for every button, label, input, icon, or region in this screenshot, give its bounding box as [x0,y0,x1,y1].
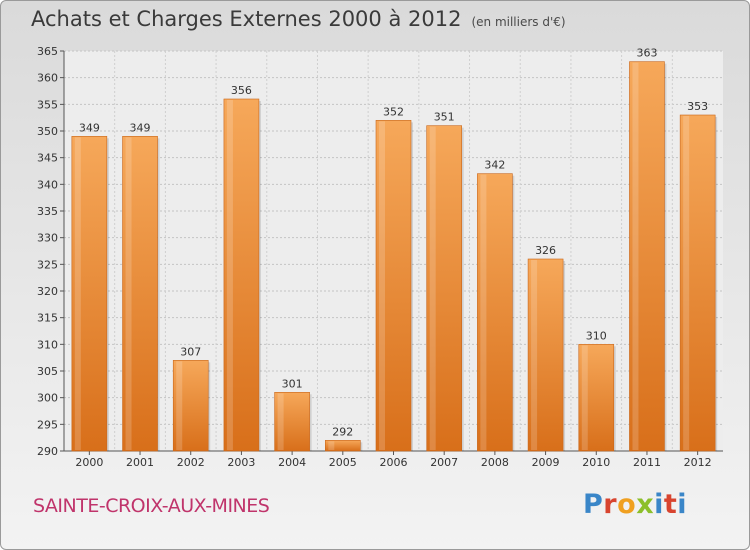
value-label: 326 [535,244,556,257]
value-label: 301 [282,377,303,390]
x-tick-label: 2000 [75,456,103,469]
town-name: SAINTE-CROIX-AUX-MINES [33,495,270,517]
value-label: 353 [687,100,708,113]
y-tick-label: 300 [37,392,58,405]
y-tick-label: 325 [37,258,58,271]
y-tick-label: 360 [37,72,58,85]
chart-title: Achats et Charges Externes 2000 à 2012 (e… [31,7,566,31]
bar [122,136,158,452]
logo-letter: i [654,489,664,520]
bar [71,136,108,452]
y-tick-label: 305 [37,365,58,378]
value-label: 342 [484,159,505,172]
bar [477,173,513,452]
bar-highlight [683,116,690,450]
value-label: 356 [231,84,252,97]
bar-highlight [74,137,81,451]
value-label: 363 [636,47,657,60]
x-tick-label: 2007 [430,456,458,469]
bar [679,114,716,452]
x-tick-label: 2010 [582,456,610,469]
value-labels: 349 349 307 356 301 292 352 351 342 326 310 363 353 [79,47,708,439]
y-tick-label: 330 [37,232,58,245]
x-tick-label: 2003 [227,456,255,469]
y-tick-label: 295 [37,418,58,431]
value-label: 349 [130,121,151,134]
bar-highlight [277,393,284,450]
bar-highlight [125,137,132,451]
logo-letter: P [583,489,604,520]
bar-highlight [429,126,436,451]
bar [527,258,564,452]
x-tick-label: 2006 [380,456,408,469]
proxiti-logo[interactable]: Proxiti [583,489,687,520]
y-tick-label: 365 [37,45,58,58]
bar-highlight [531,260,538,450]
y-tick-label: 355 [37,98,58,111]
bar [325,440,361,452]
bar-highlight [328,441,335,450]
y-tick-label: 350 [37,125,58,138]
logo-letter: i [677,489,688,520]
x-tick-label: 2002 [177,456,205,469]
y-tick-label: 345 [37,152,58,165]
x-tick-label: 2008 [481,456,509,469]
y-tick-label: 340 [37,178,58,191]
x-tick-labels: 2000 2001 2002 2003 2004 2005 2006 2007 2008 2009… [75,456,711,469]
chart-unit: (en milliers d'€) [471,15,566,29]
bar-highlight [632,62,639,451]
chart-title-text: Achats et Charges Externes 2000 à 2012 [31,7,462,31]
bar-highlight [581,345,588,450]
bar [426,125,462,452]
x-tick-label: 2001 [126,456,154,469]
bar-highlight [379,121,385,450]
x-tick-label: 2005 [329,456,357,469]
value-label: 352 [383,105,404,118]
logo-letter: r [603,489,618,520]
y-tick-label: 310 [37,338,58,351]
bar [578,344,615,452]
bar [223,98,260,452]
x-tick-label: 2009 [532,456,560,469]
value-label: 307 [180,345,201,358]
value-label: 351 [434,111,455,124]
bar [375,120,412,452]
bars [71,61,718,452]
x-tick-label: 2011 [633,456,661,469]
value-label: 349 [79,121,100,134]
logo-letter: x [636,489,655,520]
value-label: 292 [332,425,353,438]
value-label: 310 [586,329,607,342]
x-tick-label: 2012 [684,456,712,469]
bar [172,360,209,452]
x-tick-label: 2004 [278,456,306,469]
bar-highlight [226,100,233,450]
logo-letter: t [663,489,678,520]
y-tick-labels: 290 295 300 305 310 315 320 325 330 335 340 345 350 3… [37,45,58,458]
bar [629,61,665,452]
bar-highlight [480,174,487,450]
y-tick-label: 320 [37,285,58,298]
bar-highlight [176,361,183,450]
y-tick-label: 315 [37,312,58,325]
bar [274,392,310,452]
y-tick-label: 335 [37,205,58,218]
logo-letter: o [617,489,637,520]
y-tick-label: 290 [37,445,58,458]
